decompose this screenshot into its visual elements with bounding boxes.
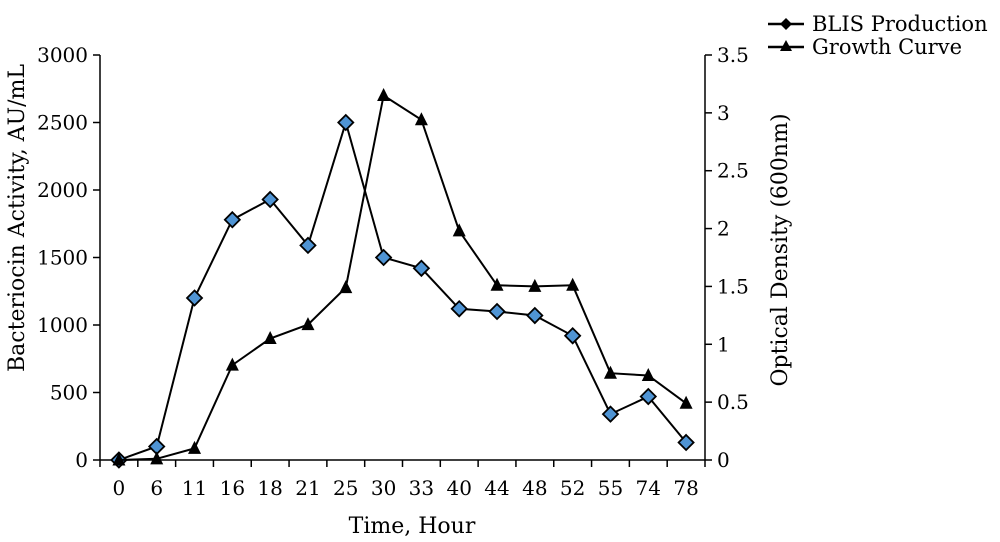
data-point-diamond (526, 306, 544, 325)
data-point-diamond (337, 113, 355, 132)
data-point-triangle (490, 277, 504, 291)
data-point-diamond (223, 210, 242, 229)
x-axis-title: Time, Hour (349, 514, 476, 539)
legend-triangle-marker (780, 40, 792, 51)
data-point-triangle (641, 368, 655, 382)
x-tick-label: 18 (257, 476, 282, 500)
y-tick-label: 2500 (37, 111, 88, 135)
data-point-diamond (450, 300, 468, 318)
x-tick-label: 30 (371, 476, 396, 500)
x-tick-label: 55 (598, 476, 623, 500)
x-tick-label: 44 (484, 476, 509, 500)
series-diamond (110, 113, 695, 469)
legend-label: Growth Curve (812, 35, 962, 59)
x-tick-label: 52 (560, 476, 585, 500)
x-tick-label: 21 (295, 476, 320, 500)
legend-diamond-marker (780, 18, 792, 30)
data-point-diamond (299, 236, 317, 255)
data-point-triangle (528, 278, 542, 292)
data-point-triangle (188, 440, 202, 454)
series-line (118, 118, 687, 461)
series-line (118, 93, 687, 461)
data-point-triangle (150, 451, 164, 465)
data-point-triangle (566, 277, 580, 291)
data-point-diamond (412, 259, 431, 278)
y2-tick-label: 0.5 (717, 390, 749, 414)
data-point-triangle (377, 88, 391, 101)
legend-label: BLIS Production (812, 12, 988, 36)
data-point-triangle (452, 223, 466, 237)
tick-labels: 0 500 1000 1500 2000 2500 3000 0 0.5 1 1.5 2 2.5 3 3.5… (37, 43, 749, 500)
x-tick-label: 74 (636, 476, 661, 500)
x-tick-label: 33 (409, 476, 434, 500)
y2-tick-label: 2 (717, 217, 730, 241)
data-point-diamond (677, 433, 695, 452)
legend-item: BLIS Production (768, 12, 988, 36)
legend-item: Growth Curve (768, 35, 962, 59)
data-point-diamond (488, 302, 506, 321)
data-point-triangle (679, 395, 693, 409)
x-tick-label: 0 (113, 476, 126, 500)
data-point-diamond (374, 248, 393, 267)
data-point-triangle (414, 112, 428, 126)
data-point-diamond (185, 289, 204, 307)
y-tick-label: 1500 (37, 246, 88, 270)
x-tick-label: 11 (182, 476, 207, 500)
x-tick-label: 25 (333, 476, 358, 500)
x-tick-label: 16 (220, 476, 245, 500)
data-point-diamond (563, 327, 582, 345)
y2-tick-label: 0 (717, 448, 730, 472)
data-point-triangle (603, 365, 617, 379)
data-point-triangle (301, 317, 315, 331)
series-layer (110, 88, 695, 469)
y2-tick-label: 1.5 (717, 274, 749, 298)
y-tick-label: 3000 (37, 43, 88, 67)
y2-tick-label: 2.5 (717, 159, 749, 183)
y2-tick-label: 3 (717, 101, 730, 125)
y-tick-label: 0 (75, 448, 88, 472)
series-triangle (112, 88, 693, 466)
data-point-diamond (601, 405, 620, 423)
y2-tick-label: 1 (717, 332, 730, 356)
y2-axis-title: Optical Density (600nm) (768, 113, 793, 386)
axes (93, 54, 712, 467)
data-point-diamond (261, 190, 279, 209)
data-point-triangle (112, 452, 126, 466)
x-tick-label: 6 (150, 476, 163, 500)
data-point-diamond (639, 387, 658, 406)
data-point-triangle (339, 280, 353, 294)
y-tick-label: 500 (50, 381, 88, 405)
y-tick-label: 2000 (37, 178, 88, 202)
data-point-triangle (225, 357, 239, 371)
x-tick-label: 48 (522, 476, 547, 500)
y-tick-label: 1000 (37, 313, 88, 337)
data-point-triangle (263, 331, 277, 344)
x-tick-label: 78 (673, 476, 698, 500)
y2-tick-label: 3.5 (717, 43, 749, 67)
x-tick-label: 40 (446, 476, 471, 500)
y-axis-title: Bacteriocin Activity, AU/mL (5, 64, 30, 372)
